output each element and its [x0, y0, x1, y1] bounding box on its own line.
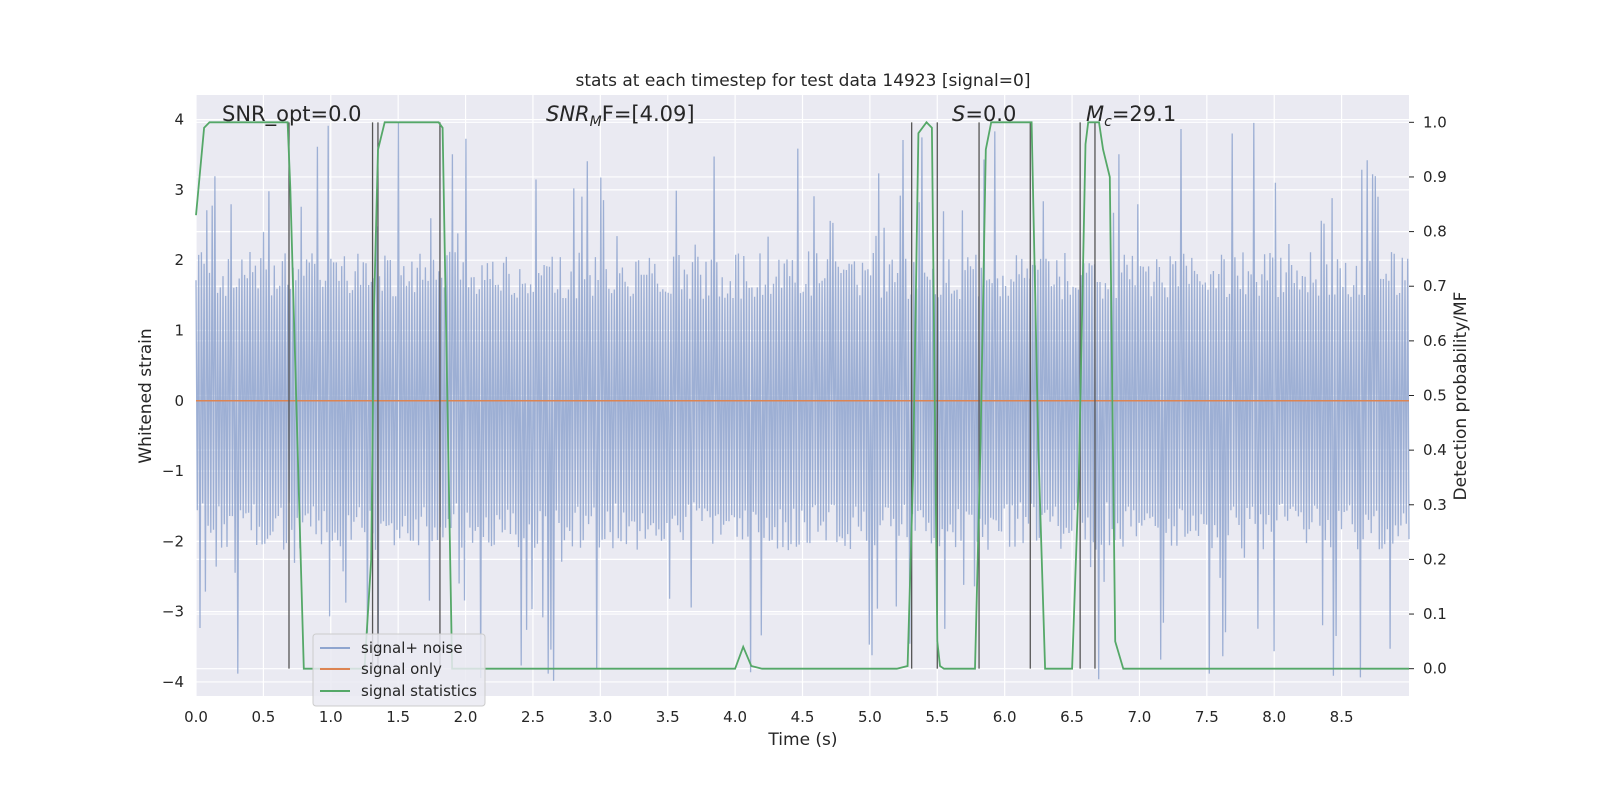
- y-tick-label: 4: [174, 111, 184, 129]
- y-right-tick-label: 0.9: [1423, 168, 1447, 186]
- x-tick-label: 3.5: [656, 708, 680, 726]
- annotation-snr-opt: SNR_opt=0.0: [222, 102, 362, 127]
- y-right-tick-label: 0.4: [1423, 441, 1447, 459]
- x-tick-label: 8.5: [1330, 708, 1354, 726]
- y-tick-label: −2: [162, 532, 184, 550]
- annotation-s-rest: =0.0: [965, 102, 1016, 126]
- annotation-snr-mf: SNRMF=[4.09]: [546, 102, 695, 130]
- annotation-mc-main: M: [1086, 102, 1104, 126]
- x-tick-label: 4.5: [791, 708, 815, 726]
- annotation-mc: Mc=29.1: [1086, 102, 1176, 130]
- chart-title: stats at each timestep for test data 149…: [576, 71, 1031, 91]
- y-tick-label: 2: [174, 251, 184, 269]
- annotation-snr-mf-rest: F=[4.09]: [602, 102, 695, 126]
- y-axis-label: Whitened strain: [136, 328, 156, 463]
- y-right-tick-label: 0.5: [1423, 387, 1447, 405]
- y-right-tick-label: 0.2: [1423, 550, 1447, 568]
- y-right-tick-label: 1.0: [1423, 113, 1447, 131]
- y-tick-label: 1: [174, 321, 184, 339]
- x-tick-label: 4.0: [723, 708, 747, 726]
- y-right-tick-label: 0.7: [1423, 277, 1447, 295]
- legend-label-signal: signal only: [361, 660, 442, 678]
- legend-label-stats: signal statistics: [361, 682, 477, 700]
- y-right-tick-label: 0.3: [1423, 496, 1447, 514]
- y-right-tick-label: 0.8: [1423, 223, 1447, 241]
- x-tick-label: 0.0: [184, 708, 208, 726]
- annotation-snr-mf-sub: M: [590, 114, 602, 130]
- annotation-snr-mf-main: SNR: [546, 102, 590, 126]
- y-tick-label: 0: [174, 392, 184, 410]
- x-tick-label: 7.0: [1128, 708, 1152, 726]
- x-axis-label: Time (s): [767, 730, 837, 750]
- y-right-tick-labels: 1.0 0.9 0.8 0.7 0.6 0.5 0.4 0.3 0.2 0.1 0.0: [1409, 113, 1447, 678]
- x-tick-label: 7.5: [1195, 708, 1219, 726]
- x-tick-label: 5.0: [858, 708, 882, 726]
- legend-box: [312, 633, 486, 707]
- x-tick-label: 2.5: [521, 708, 545, 726]
- y-tick-label: −3: [162, 603, 184, 621]
- y-tick-labels: 4 3 2 1 0 −1 −2 −3 −4: [162, 111, 184, 691]
- y-right-tick-label: 0.1: [1423, 605, 1447, 623]
- y-tick-label: −1: [162, 462, 184, 480]
- x-tick-labels: 0.0 0.5 1.0 1.5 2.0 2.5 3.0 3.5 4.0 4.5 5.0 5.5 6.0 6…: [184, 708, 1353, 726]
- x-tick-label: 5.5: [925, 708, 949, 726]
- y-tick-label: −4: [162, 673, 184, 691]
- y-right-axis-label: Detection probability/MF: [1451, 292, 1471, 501]
- annotation-mc-sub: c: [1104, 114, 1112, 130]
- legend: signal+ noise signal only signal statist…: [312, 633, 486, 707]
- x-tick-label: 1.5: [386, 708, 410, 726]
- legend-label-noise: signal+ noise: [361, 639, 463, 657]
- x-tick-label: 2.0: [454, 708, 478, 726]
- x-tick-label: 0.5: [251, 708, 275, 726]
- x-tick-label: 8.0: [1262, 708, 1286, 726]
- x-tick-label: 6.5: [1060, 708, 1084, 726]
- y-right-tick-label: 0.6: [1423, 332, 1447, 350]
- x-tick-label: 3.0: [588, 708, 612, 726]
- y-right-tick-label: 0.0: [1423, 660, 1447, 678]
- annotation-mc-rest: =29.1: [1112, 102, 1176, 126]
- x-tick-label: 1.0: [319, 708, 343, 726]
- y-tick-label: 3: [174, 181, 184, 199]
- annotation-s-main: S: [952, 102, 965, 126]
- x-tick-label: 6.0: [993, 708, 1017, 726]
- annotation-s: S=0.0: [952, 102, 1016, 126]
